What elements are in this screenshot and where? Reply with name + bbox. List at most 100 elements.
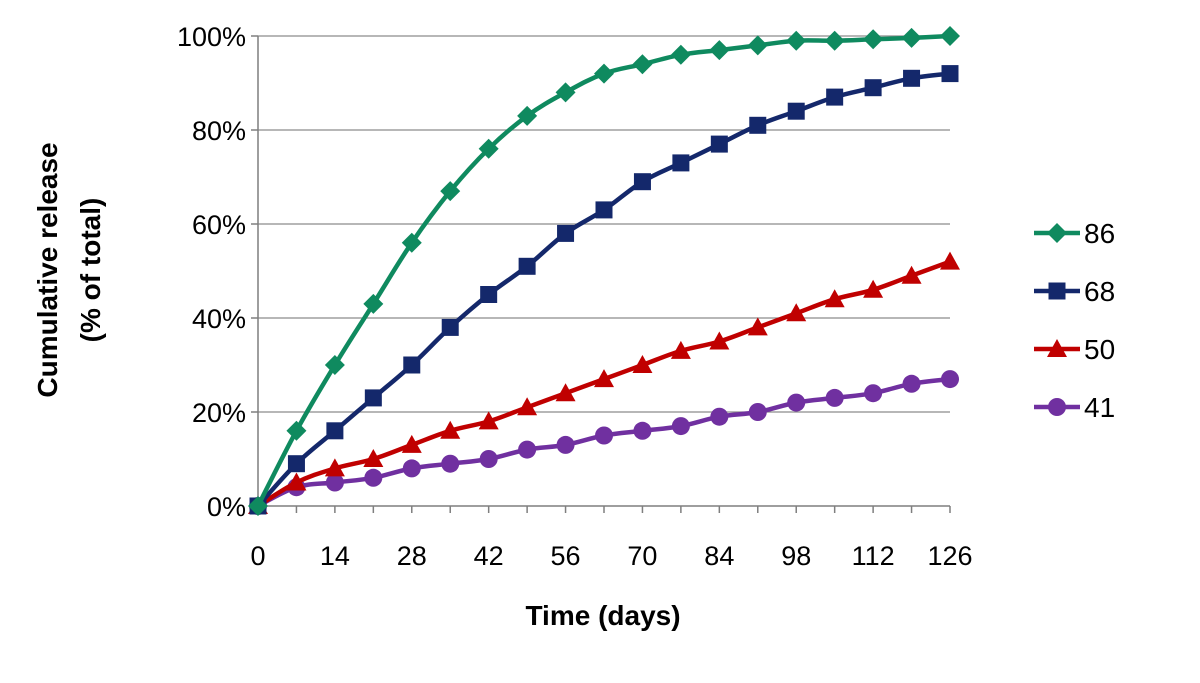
legend-label: 68 bbox=[1084, 276, 1115, 307]
data-point bbox=[901, 265, 922, 284]
tick-labels: 0% 20% 40% 60% 80% 100% 0 14 28 42 56 70 84 98 112 126 bbox=[177, 22, 973, 571]
data-point bbox=[863, 279, 884, 298]
data-point bbox=[363, 449, 384, 467]
series-86 bbox=[248, 26, 960, 516]
data-point bbox=[902, 374, 921, 393]
data-point bbox=[555, 383, 576, 402]
data-point bbox=[556, 435, 575, 454]
x-axis-title: Time (days) bbox=[525, 600, 680, 631]
x-tick-label: 0 bbox=[250, 541, 265, 571]
data-point bbox=[786, 303, 807, 322]
data-point bbox=[787, 102, 805, 120]
x-tick-label: 84 bbox=[704, 541, 734, 571]
data-point bbox=[901, 27, 922, 48]
data-point bbox=[364, 389, 382, 407]
data-point bbox=[670, 340, 691, 359]
data-point bbox=[787, 393, 806, 412]
legend-marker bbox=[1047, 223, 1067, 243]
data-point bbox=[824, 30, 845, 51]
data-point bbox=[863, 29, 884, 50]
x-tick-label: 98 bbox=[781, 541, 811, 571]
axes bbox=[251, 35, 951, 513]
data-point bbox=[941, 370, 959, 389]
data-point bbox=[402, 459, 421, 478]
legend: 86 68 50 41 bbox=[1034, 218, 1115, 423]
data-point bbox=[517, 397, 538, 416]
data-point bbox=[555, 82, 576, 103]
gridlines bbox=[258, 35, 950, 413]
data-point bbox=[633, 173, 651, 191]
series-50 bbox=[248, 251, 960, 514]
legend-entry-68: 68 bbox=[1034, 276, 1115, 307]
data-point bbox=[824, 289, 845, 308]
data-point bbox=[710, 407, 729, 426]
y-tick-label: 60% bbox=[192, 210, 246, 240]
legend-marker bbox=[1047, 339, 1067, 357]
data-point bbox=[441, 318, 459, 336]
legend-marker bbox=[1048, 282, 1066, 300]
data-point bbox=[864, 79, 882, 97]
data-point bbox=[748, 403, 767, 421]
x-tick-label: 70 bbox=[627, 541, 657, 571]
y-tick-label: 40% bbox=[192, 304, 246, 334]
data-point bbox=[325, 473, 344, 492]
data-point bbox=[440, 181, 461, 202]
data-point bbox=[595, 201, 613, 219]
data-point bbox=[518, 257, 536, 275]
data-point bbox=[940, 251, 960, 270]
data-point bbox=[941, 65, 959, 83]
data-point bbox=[825, 388, 844, 407]
data-point bbox=[557, 224, 575, 242]
x-tick-label: 42 bbox=[474, 541, 504, 571]
data-point bbox=[324, 458, 345, 477]
data-point bbox=[480, 286, 498, 303]
y-tick-label: 100% bbox=[177, 22, 246, 52]
data-point bbox=[363, 293, 384, 314]
data-point bbox=[403, 356, 421, 374]
data-point bbox=[633, 421, 652, 440]
legend-label: 41 bbox=[1084, 392, 1115, 423]
data-point bbox=[940, 26, 960, 46]
x-tick-label: 28 bbox=[397, 541, 427, 571]
data-point bbox=[903, 69, 921, 87]
data-point bbox=[478, 411, 499, 430]
x-tick-label: 14 bbox=[320, 541, 350, 571]
y-axis-title-line2: (% of total) bbox=[75, 198, 106, 343]
data-series bbox=[248, 26, 960, 516]
data-point bbox=[709, 331, 730, 350]
data-point bbox=[286, 472, 307, 491]
y-tick-label: 20% bbox=[192, 398, 246, 428]
data-point bbox=[248, 496, 268, 516]
data-point bbox=[594, 369, 614, 388]
data-point bbox=[670, 44, 691, 65]
data-point bbox=[479, 450, 498, 468]
data-point bbox=[710, 135, 728, 153]
legend-label: 86 bbox=[1084, 218, 1115, 249]
data-point bbox=[401, 434, 422, 453]
legend-entry-86: 86 bbox=[1034, 218, 1115, 249]
data-point bbox=[517, 105, 538, 126]
series-68 bbox=[249, 65, 959, 515]
data-point bbox=[632, 355, 653, 373]
data-point bbox=[594, 63, 614, 84]
data-point bbox=[287, 455, 305, 473]
y-tick-label: 0% bbox=[207, 492, 246, 522]
x-tick-label: 112 bbox=[852, 541, 895, 571]
data-point bbox=[747, 317, 768, 336]
data-point bbox=[286, 420, 307, 441]
data-point bbox=[401, 232, 422, 253]
data-point bbox=[864, 384, 883, 403]
data-point bbox=[709, 40, 730, 61]
legend-entry-50: 50 bbox=[1034, 334, 1115, 365]
y-tick-label: 80% bbox=[192, 116, 246, 146]
series-41 bbox=[249, 370, 959, 515]
data-point bbox=[747, 35, 768, 56]
data-point bbox=[324, 355, 345, 375]
legend-marker bbox=[1048, 398, 1066, 416]
data-point bbox=[749, 116, 767, 134]
x-tick-label: 126 bbox=[927, 541, 972, 571]
data-point bbox=[595, 426, 613, 445]
data-point bbox=[671, 417, 690, 436]
